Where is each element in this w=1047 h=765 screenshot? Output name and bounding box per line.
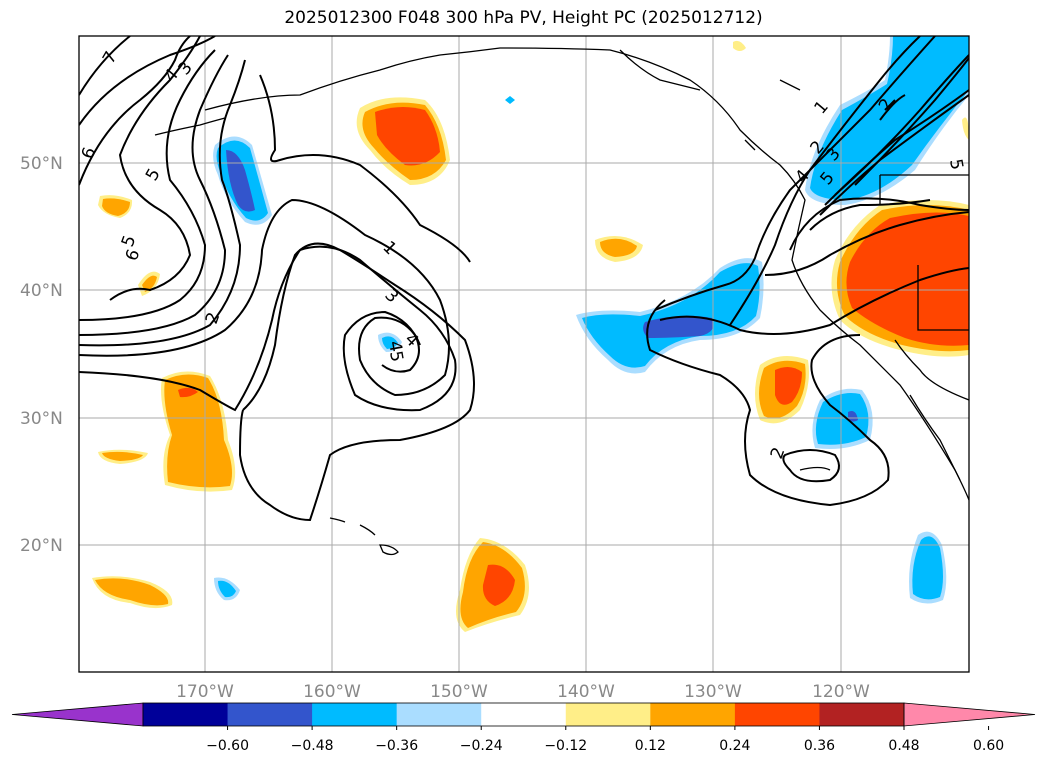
colorbar-extend-min: [11, 702, 144, 727]
latitude-labels: 50°N 40°N 30°N 20°N: [20, 154, 63, 556]
lon-label: 170°W: [176, 682, 234, 702]
colorbar-segment: [481, 703, 567, 726]
colorbar-segment: [143, 703, 229, 726]
colorbar-segment: [565, 703, 651, 726]
lat-label: 20°N: [20, 536, 63, 556]
colorbar-tick-label: 0.36: [804, 738, 835, 754]
coastlines: [154, 47, 969, 556]
contour-label: 4: [384, 339, 406, 353]
map-frame: [78, 35, 970, 673]
lon-label: 140°W: [557, 682, 615, 702]
contour-label: 5: [385, 349, 407, 363]
colorbar: [11, 702, 1036, 727]
colorbar-tick-label: −0.48: [291, 738, 334, 754]
colorbar-ticks: −0.60 −0.48 −0.36 −0.24 −0.12 0.12 0.24 0.36 0.4…: [206, 726, 1004, 754]
colorbar-tick-label: −0.36: [375, 738, 418, 754]
lon-label: 130°W: [684, 682, 742, 702]
colorbar-outline: [142, 702, 905, 727]
colorbar-tick-label: −0.24: [460, 738, 503, 754]
colorbar-segment: [819, 703, 905, 726]
colorbar-segment: [650, 703, 736, 726]
longitude-labels: 170°W 160°W 150°W 140°W 130°W 120°W: [176, 682, 870, 702]
contour-label: 5: [945, 157, 967, 171]
colorbar-tick-label: 0.12: [635, 738, 666, 754]
colorbar-segment: [227, 703, 313, 726]
colorbar-tick-label: 0.24: [719, 738, 750, 754]
colorbar-tick-label: −0.60: [206, 738, 249, 754]
graticule: [79, 36, 969, 672]
map-title: 2025012300 F048 300 hPa PV, Height PC (2…: [284, 8, 763, 28]
pv-positive-anomalies: [92, 40, 969, 632]
height-pc-contours: [79, 36, 969, 522]
lat-label: 30°N: [20, 409, 63, 429]
colorbar-segment: [396, 703, 482, 726]
lon-label: 150°W: [430, 682, 488, 702]
colorbar-tick-label: −0.12: [544, 738, 587, 754]
colorbar-tick-label: 0.60: [973, 738, 1004, 754]
colorbar-tick-label: 0.48: [888, 738, 919, 754]
colorbar-extend-max: [903, 702, 1036, 727]
lat-label: 50°N: [20, 154, 63, 174]
lon-label: 120°W: [812, 682, 870, 702]
lon-label: 160°W: [303, 682, 361, 702]
contour-label: 6: [64, 25, 86, 42]
colorbar-segment: [734, 703, 820, 726]
lat-label: 40°N: [20, 281, 63, 301]
colorbar-segment: [312, 703, 398, 726]
